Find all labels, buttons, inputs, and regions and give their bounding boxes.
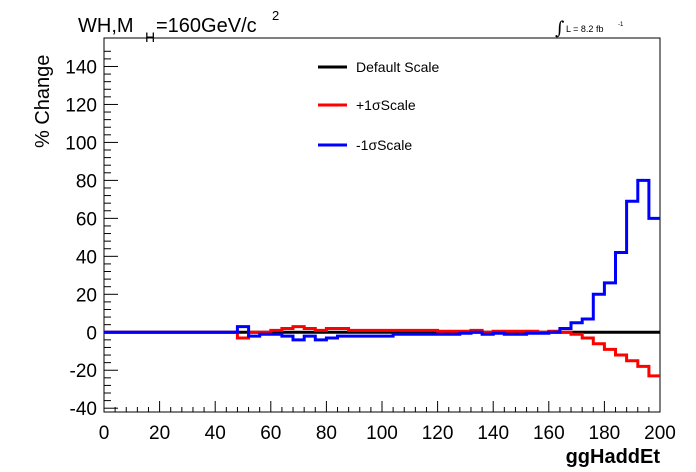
x-tick-label: 100 (366, 423, 398, 444)
legend-label-2: -1σScale (356, 137, 412, 153)
x-tick-label: 140 (477, 423, 509, 444)
y-tick-label: 100 (65, 133, 97, 154)
title-process: WH,M (78, 15, 134, 37)
legend: Default Scale +1σScale -1σScale (318, 59, 439, 153)
y-axis-title: % Change (32, 55, 54, 148)
x-axis-title: ggHaddEt (566, 446, 661, 468)
series-group (104, 178, 660, 378)
y-tick-label: 0 (86, 323, 97, 344)
lumi-label: L = 8.2 fb (566, 24, 603, 34)
lumi-exponent: -1 (618, 22, 624, 28)
y-tick-label: 80 (76, 171, 97, 192)
integral-symbol: ∫ (555, 18, 565, 39)
x-tick-label: 160 (533, 423, 565, 444)
x-tick-label: 60 (260, 423, 281, 444)
y-tick-label: 40 (76, 247, 97, 268)
x-tick-label: 0 (99, 423, 110, 444)
y-tick-label: 140 (65, 57, 97, 78)
y-tick-label: 20 (76, 285, 97, 306)
legend-label-1: +1σScale (356, 97, 416, 113)
x-tick-label: 200 (644, 423, 676, 444)
y-axis-ticks: -40 -20 0 20 40 60 80 100 120 140 (65, 50, 118, 420)
series-line-1 (104, 325, 660, 378)
x-tick-label: 120 (422, 423, 454, 444)
y-tick-label: 60 (76, 209, 97, 230)
title-mass: =160GeV/c (156, 15, 257, 37)
y-tick-label: -20 (70, 361, 97, 382)
y-tick-label: -40 (70, 399, 97, 420)
x-axis-ticks: 0 20 40 60 80 100 120 140 160 180 200 (99, 401, 676, 444)
legend-label-0: Default Scale (356, 59, 439, 75)
x-tick-label: 80 (316, 423, 337, 444)
title-subscript: H (145, 29, 155, 45)
y-tick-label: 120 (65, 95, 97, 116)
title-superscript: 2 (272, 8, 279, 23)
x-tick-label: 40 (205, 423, 226, 444)
series-line-2 (104, 178, 660, 342)
x-tick-label: 20 (149, 423, 170, 444)
x-tick-label: 180 (589, 423, 621, 444)
